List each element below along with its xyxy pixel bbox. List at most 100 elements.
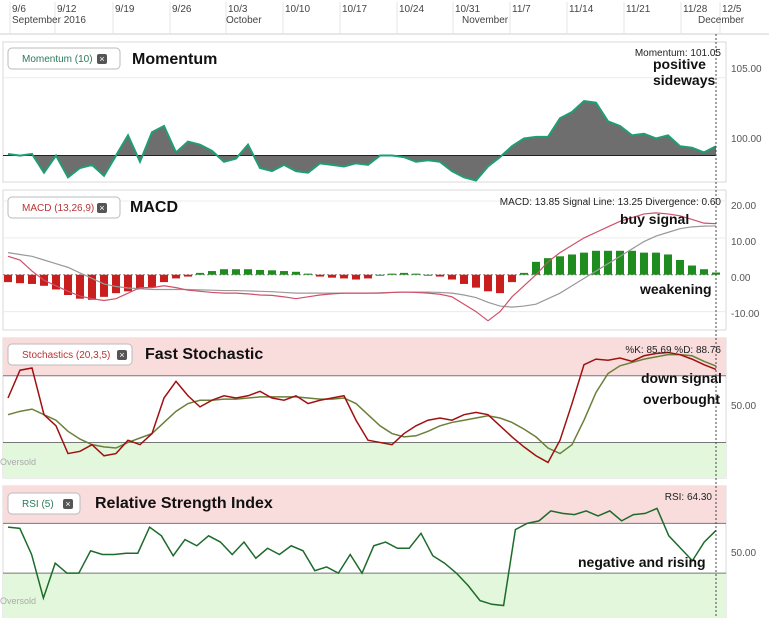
- divergence-bar: [628, 250, 636, 275]
- divergence-bar: [448, 274, 456, 280]
- momentum-readout: Momentum: 101.05: [635, 48, 722, 59]
- divergence-bar: [712, 272, 720, 275]
- rsi-oversold-band: [3, 573, 726, 618]
- stochastic-title: Fast Stochastic: [145, 346, 263, 363]
- divergence-bar: [64, 274, 72, 295]
- divergence-bar: [652, 252, 660, 275]
- divergence-bar: [100, 274, 108, 297]
- date-tick-label: 11/21: [626, 4, 651, 15]
- divergence-bar: [328, 274, 336, 278]
- annotation-positive: positive: [653, 56, 706, 72]
- divergence-bar: [112, 274, 120, 294]
- divergence-bar: [76, 274, 84, 299]
- divergence-bar: [124, 274, 132, 292]
- annotation-sideways: sideways: [653, 72, 715, 88]
- date-tick-label: 10/31: [455, 4, 480, 15]
- rsi-panel: RSI (5) × Relative Strength Index RSI: 6…: [0, 485, 756, 618]
- divergence-bar: [556, 256, 564, 275]
- month-label-september: September 2016: [12, 15, 86, 26]
- rsi-ytick-50: 50.00: [731, 548, 756, 559]
- stochastic-ytick-50: 50.00: [731, 401, 756, 412]
- macd-legend: MACD (13,26,9): [22, 203, 94, 214]
- divergence-bar: [580, 252, 588, 275]
- date-tick-label: 11/14: [569, 4, 594, 15]
- macd-legend-box[interactable]: [7, 196, 121, 219]
- divergence-bar: [52, 274, 60, 290]
- divergence-bar: [184, 274, 192, 277]
- svg-text:×: ×: [99, 54, 104, 64]
- momentum-ytick-105: 105.00: [731, 64, 762, 75]
- divergence-bar: [376, 274, 384, 276]
- rsi-close-icon[interactable]: ×: [63, 499, 73, 509]
- divergence-bar: [16, 274, 24, 284]
- svg-text:×: ×: [99, 203, 104, 213]
- divergence-bar: [520, 272, 528, 275]
- date-tick-label: 9/26: [172, 4, 192, 15]
- stochastic-panel: Stochastics (20,3,5) × Fast Stochastic %…: [0, 337, 756, 479]
- stochastic-oversold-label: Oversold: [0, 457, 36, 467]
- annotation-buy-signal: buy signal: [620, 211, 689, 227]
- momentum-close-icon[interactable]: ×: [97, 54, 107, 64]
- rsi-line: [7, 507, 717, 607]
- month-label-november: November: [462, 15, 509, 26]
- macd-close-icon[interactable]: ×: [97, 203, 107, 213]
- divergence-bar: [400, 272, 408, 275]
- divergence-bar: [244, 269, 252, 275]
- macd-ytick-neg10: -10.00: [731, 309, 760, 320]
- divergence-bar: [508, 274, 516, 283]
- divergence-bar: [472, 274, 480, 288]
- divergence-bar: [388, 273, 396, 275]
- macd-readout: MACD: 13.85 Signal Line: 13.25 Divergenc…: [500, 197, 722, 208]
- divergence-bar: [412, 273, 420, 275]
- divergence-bar: [604, 250, 612, 275]
- date-tick-label: 10/17: [342, 4, 367, 15]
- divergence-bar: [436, 274, 444, 277]
- divergence-bar: [592, 250, 600, 275]
- rsi-legend: RSI (5): [22, 499, 54, 510]
- date-tick-label: 9/19: [115, 4, 135, 15]
- date-tick-label: 10/10: [285, 4, 310, 15]
- date-tick-label: 10/3: [228, 4, 248, 15]
- divergence-bar: [544, 258, 552, 275]
- divergence-bar: [268, 270, 276, 275]
- macd-ytick-10: 10.00: [731, 237, 756, 248]
- rsi-oversold-label: Oversold: [0, 596, 36, 606]
- divergence-bar: [496, 274, 504, 294]
- divergence-bar: [484, 274, 492, 292]
- divergence-bar: [424, 274, 432, 276]
- divergence-bar: [316, 274, 324, 277]
- rsi-overbought-band: [3, 486, 726, 524]
- date-tick-label: 9/6: [12, 4, 26, 15]
- month-label-december: December: [698, 15, 745, 26]
- rsi-legend-box[interactable]: [7, 492, 81, 515]
- divergence-bar: [220, 269, 228, 275]
- stochastic-legend-box[interactable]: [7, 343, 133, 366]
- stochastic-close-icon[interactable]: ×: [117, 350, 127, 360]
- divergence-bar: [28, 274, 36, 284]
- divergence-bar: [460, 274, 468, 284]
- divergence-bar: [688, 265, 696, 275]
- momentum-panel: Momentum (10) × Momentum Momentum: 101.0…: [2, 41, 762, 183]
- divergence-bar: [340, 274, 348, 279]
- date-tick-label: 12/5: [722, 4, 742, 15]
- oversold-band: [3, 442, 726, 478]
- divergence-bar: [568, 254, 576, 275]
- divergence-bar: [640, 252, 648, 275]
- divergence-bar: [232, 269, 240, 275]
- macd-ytick-0: 0.00: [731, 273, 751, 284]
- date-tick-label: 11/7: [512, 4, 531, 15]
- divergence-bar: [172, 274, 180, 279]
- rsi-title: Relative Strength Index: [95, 495, 273, 512]
- macd-line: [7, 212, 717, 322]
- svg-text:×: ×: [119, 350, 124, 360]
- momentum-legend-box[interactable]: [7, 47, 121, 70]
- divergence-bar: [148, 274, 156, 288]
- date-tick-label: 11/28: [683, 4, 708, 15]
- annotation-negative-and-rising: negative and rising: [578, 554, 706, 570]
- momentum-ytick-100: 100.00: [731, 134, 762, 145]
- divergence-bar: [160, 274, 168, 283]
- divergence-bar: [196, 272, 204, 275]
- momentum-legend: Momentum (10): [22, 54, 93, 65]
- stochastic-readout: %K: 85.69 %D: 88.76: [625, 345, 721, 356]
